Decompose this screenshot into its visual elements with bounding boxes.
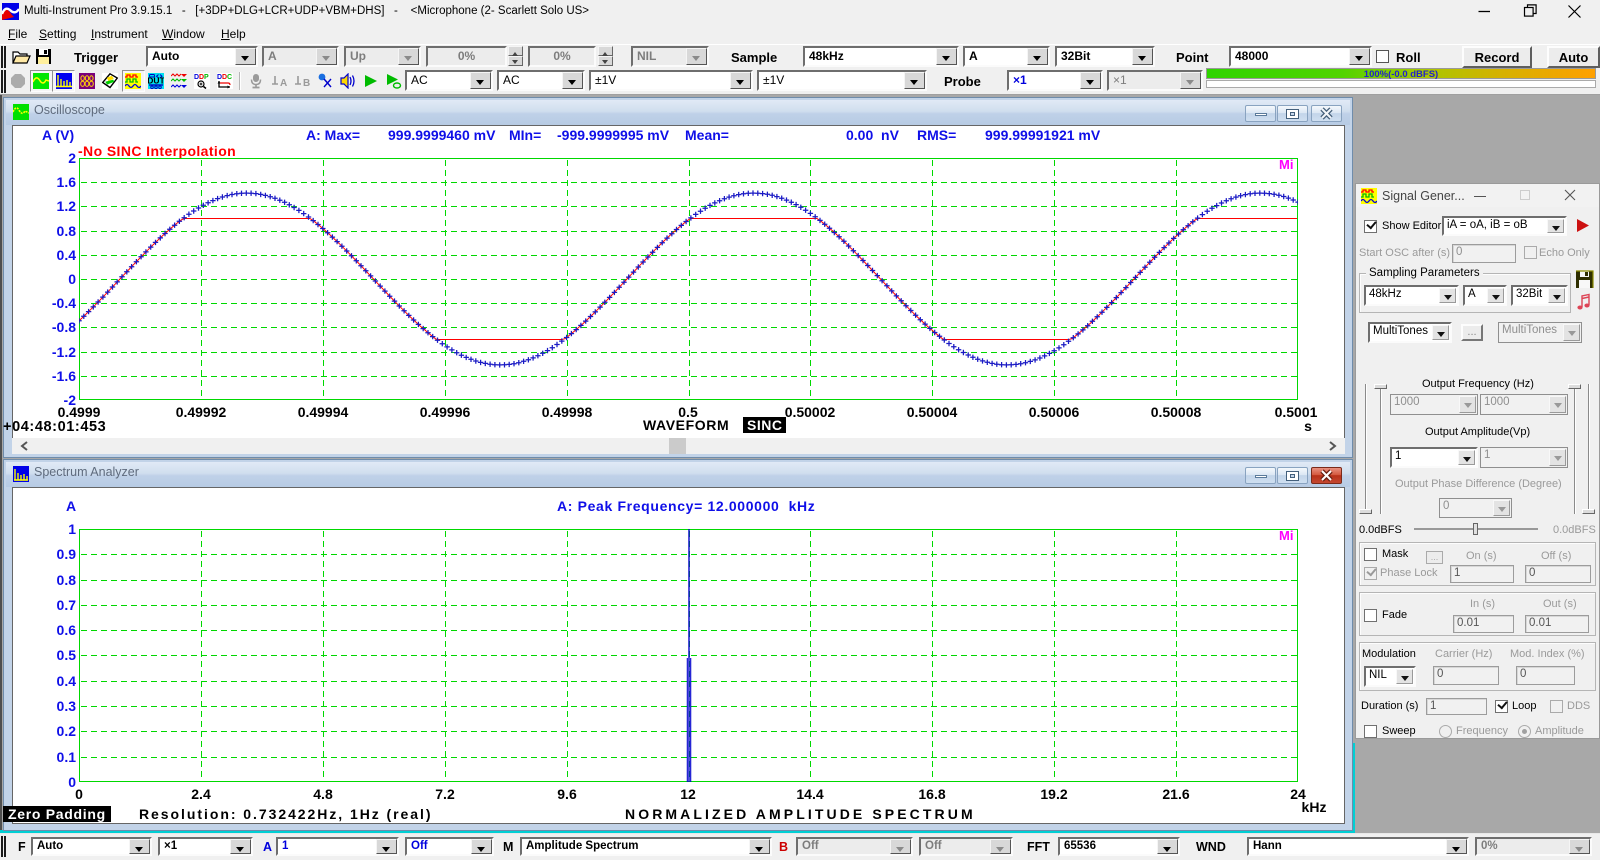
svg-text:D: D	[194, 74, 199, 81]
svg-text:D: D	[199, 74, 204, 81]
svg-text:D: D	[222, 74, 227, 81]
svg-text:DUT: DUT	[148, 76, 164, 86]
svg-text:D: D	[217, 74, 222, 81]
svg-text:B: B	[303, 78, 310, 89]
svg-text:P: P	[204, 74, 209, 81]
svg-text:A: A	[280, 78, 287, 89]
svg-text:C: C	[227, 74, 232, 81]
